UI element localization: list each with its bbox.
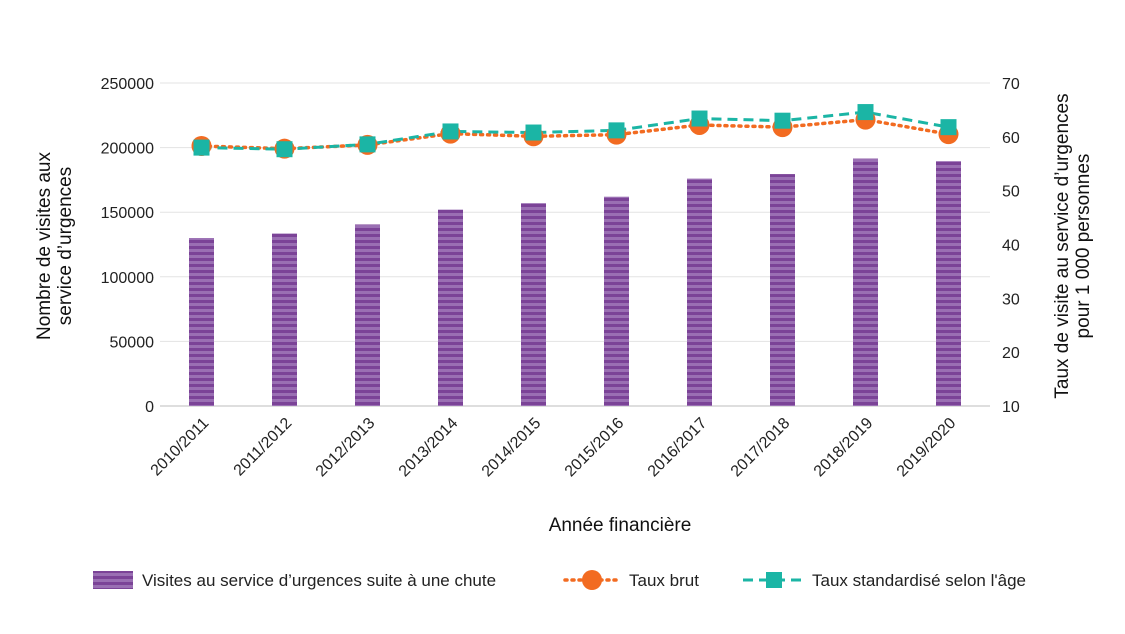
legend-taux-brut-label: Taux brut: [629, 571, 699, 590]
x-tick-label: 2016/2017: [645, 415, 711, 481]
y-tick-label: 0: [145, 399, 154, 416]
bar: [272, 233, 297, 406]
bar: [770, 174, 795, 406]
y-tick-label: 250000: [101, 76, 154, 93]
taux-standardise-point: [857, 104, 874, 121]
y-tick-label: 50000: [110, 334, 155, 351]
taux-standardise-point: [525, 124, 542, 141]
bar: [604, 196, 629, 406]
bar-series: [189, 158, 961, 406]
x-tick-label: 2011/2012: [231, 415, 296, 480]
y2-tick-label: 20: [1002, 345, 1020, 362]
taux-standardise-point: [276, 141, 293, 158]
x-tick-label: 2019/2020: [894, 415, 960, 481]
y2-axis-title: Taux de visite au service d’urgencespour…: [1052, 93, 1094, 398]
y-axis-title-line: service d’urgences: [55, 167, 76, 325]
taux-standardise-point: [359, 136, 376, 153]
y2-tick-label: 10: [1002, 399, 1020, 416]
taux-standardise-point: [940, 119, 957, 136]
line-series: [191, 104, 959, 159]
bar: [355, 224, 380, 406]
taux-standardise-point: [193, 139, 210, 156]
taux-standardise-point: [608, 122, 625, 139]
taux-standardise-point: [774, 112, 791, 129]
x-tick-label: 2018/2019: [811, 415, 877, 481]
x-tick-label: 2017/2018: [728, 415, 794, 481]
y-tick-label: 200000: [101, 141, 154, 158]
bar: [936, 161, 961, 406]
bar: [521, 203, 546, 406]
legend-bar-label: Visites au service d’urgences suite à un…: [142, 571, 496, 590]
x-tick-label: 2014/2015: [479, 415, 545, 481]
y2-tick-label: 60: [1002, 130, 1020, 147]
y2-tick-label: 50: [1002, 184, 1020, 201]
taux-standardise-point: [442, 123, 459, 140]
legend-taux-standardise-marker: [766, 572, 782, 588]
x-tick-label: 2013/2014: [396, 415, 462, 481]
y2-tick-label: 40: [1002, 238, 1020, 255]
y2-axis-title-line: pour 1 000 personnes: [1073, 154, 1094, 339]
y-axis-title-line: Nombre de visites aux: [34, 152, 55, 340]
taux-standardise-point: [691, 110, 708, 127]
bar: [853, 158, 878, 406]
x-axis-title: Année financière: [549, 515, 692, 536]
bar: [687, 178, 712, 406]
y-tick-label: 150000: [101, 205, 154, 222]
y2-axis-title-line: Taux de visite au service d’urgences: [1052, 93, 1073, 398]
legend-taux-standardise-label: Taux standardisé selon l'âge: [812, 571, 1026, 590]
x-tick-label: 2012/2013: [313, 415, 379, 481]
legend-bar-swatch: [93, 571, 133, 589]
x-tick-label: 2010/2011: [148, 415, 213, 480]
taux-brut-line: [199, 117, 951, 151]
y2-tick-label: 70: [1002, 76, 1020, 93]
y-tick-label: 100000: [101, 270, 154, 287]
legend: Visites au service d’urgences suite à un…: [93, 570, 1026, 590]
legend-taux-brut-marker: [582, 570, 602, 590]
y-axis-title: Nombre de visites auxservice d’urgences: [34, 152, 76, 340]
bar: [438, 209, 463, 406]
bar: [189, 238, 214, 406]
y2-tick-label: 30: [1002, 291, 1020, 308]
taux-standardise-line: [201, 110, 949, 151]
x-tick-label: 2015/2016: [562, 415, 628, 481]
